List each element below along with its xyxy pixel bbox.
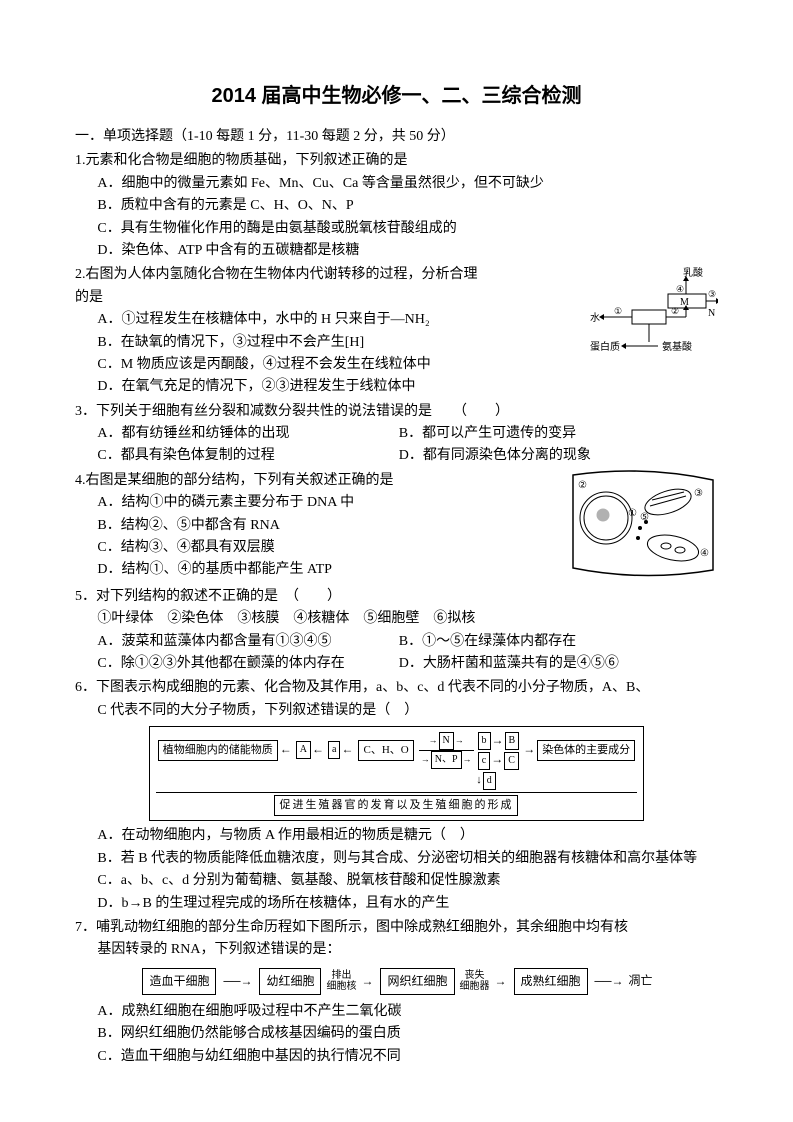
node-apoptosis: 凋亡 xyxy=(629,973,653,987)
q5-opt-b: B．①～⑤在绿藻体内都存在 xyxy=(399,631,697,653)
question-7: 7．哺乳动物红细胞的部分生命历程如下图所示，图中除成熟红细胞外，其余细胞中均有核… xyxy=(75,917,718,1068)
q6-stem-2: C 代表不同的大分子物质，下列叙述错误的是（ ） xyxy=(75,700,718,722)
q1-stem: 1.元素和化合物是细胞的物质基础，下列叙述正确的是 xyxy=(75,150,718,172)
q3-stem: 3．下列关于细胞有丝分裂和减数分裂共性的说法错误的是 （ ） xyxy=(75,401,718,423)
question-5: 5．对下列结构的叙述不正确的是 （ ） ①叶绿体 ②染色体 ③核膜 ④核糖体 ⑤… xyxy=(75,586,718,676)
svg-text:④: ④ xyxy=(700,548,709,559)
q1-opt-b: B．质粒中含有的元素是 C、H、O、N、P xyxy=(75,195,718,217)
q1-opt-c: C．具有生物催化作用的酶是由氨基酸或脱氧核苷酸组成的 xyxy=(75,218,718,240)
node-B: B xyxy=(505,732,520,750)
svg-text:蛋白质: 蛋白质 xyxy=(590,340,620,353)
q5-items: ①叶绿体 ②染色体 ③核膜 ④核糖体 ⑤细胞壁 ⑥拟核 xyxy=(75,608,718,630)
q7-stem-1: 7．哺乳动物红细胞的部分生命历程如下图所示，图中除成熟红细胞外，其余细胞中均有核 xyxy=(75,917,718,939)
section-heading: 一．单项选择题（1-10 每题 1 分，11-30 每题 2 分，共 50 分） xyxy=(75,126,718,148)
q2-opt-d: D．在氧气充足的情况下，②③进程发生于线粒体中 xyxy=(75,376,718,398)
question-4: ②① ③⑤ ④ 4.右图是某细胞的部分结构，下列有关叙述正确的是 A．结构①中的… xyxy=(75,470,718,584)
svg-text:氨基酸: 氨基酸 xyxy=(662,340,692,353)
node-d: d xyxy=(483,772,496,790)
svg-text:⑤: ⑤ xyxy=(640,512,649,523)
node-C: C xyxy=(504,752,519,770)
q7-stem-2: 基因转录的 RNA，下列叙述错误的是： xyxy=(75,939,718,961)
node-c: c xyxy=(478,752,490,770)
q1-opt-d: D．染色体、ATP 中含有的五碳糖都是核糖 xyxy=(75,240,718,262)
q7-flow-diagram: 造血干细胞 ──→ 幼红细胞 排出细胞核 → 网织红细胞 丧失细胞器 → 成熟红… xyxy=(75,968,718,995)
node-chromosome: 染色体的主要成分 xyxy=(537,740,635,762)
q3-opt-b: B．都可以产生可遗传的变异 xyxy=(399,423,697,445)
q1-opt-a: A．细胞中的微量元素如 Fe、Mn、Cu、Ca 等含量虽然很少，但不可缺少 xyxy=(75,173,718,195)
q6-stem-1: 6．下图表示构成细胞的元素、化合物及其作用，a、b、c、d 代表不同的小分子物质… xyxy=(75,677,718,699)
node-b: b xyxy=(478,732,491,750)
svg-text:②: ② xyxy=(671,306,679,316)
q6-opt-d: D．b→B 的生理过程完成的场所在核糖体，且有水的产生 xyxy=(75,893,718,915)
question-2: 乳酸 ④ M ③ N 水 ① ② 蛋白质 氨基酸 2.右图为人体内氢随化合物在生… xyxy=(75,264,718,398)
q5-opt-c: C．除①②③外其他都在颤藻的体内存在 xyxy=(97,653,395,675)
q6-opt-a: A．在动物细胞内，与物质 A 作用最相近的物质是糖元（ ） xyxy=(75,825,718,847)
q3-opt-c: C．都具有染色体复制的过程 xyxy=(97,445,395,467)
node-N: N xyxy=(439,732,454,750)
svg-text:③: ③ xyxy=(694,488,703,499)
node-reticulocyte: 网织红细胞 xyxy=(380,968,454,995)
question-1: 1.元素和化合物是细胞的物质基础，下列叙述正确的是 A．细胞中的微量元素如 Fe… xyxy=(75,150,718,262)
node-CHO: C、H、O xyxy=(358,740,413,762)
svg-text:M: M xyxy=(680,297,689,308)
question-3: 3．下列关于细胞有丝分裂和减数分裂共性的说法错误的是 （ ） A．都有纺锤丝和纺… xyxy=(75,401,718,468)
label-lose-organelle: 丧失细胞器 xyxy=(460,970,490,992)
svg-text:N: N xyxy=(708,308,715,319)
q6-flow-diagram: 植物细胞内的储能物质← A← a← C、H、O →N→ →N、P→ b→B c→… xyxy=(75,726,718,821)
svg-text:④: ④ xyxy=(676,284,684,294)
q5-opt-d: D．大肠杆菌和蓝藻共有的是④⑤⑥ xyxy=(399,653,697,675)
q7-opt-a: A．成熟红细胞在细胞呼吸过程中不产生二氧化碳 xyxy=(75,1001,718,1023)
svg-text:①: ① xyxy=(614,306,622,316)
svg-text:②: ② xyxy=(578,480,587,491)
q7-opt-b: B．网织红细胞仍然能够合成核基因编码的蛋白质 xyxy=(75,1023,718,1045)
q6-opt-b: B．若 B 代表的物质能降低血糖浓度，则与其合成、分泌密切相关的细胞器有核糖体和… xyxy=(75,848,718,870)
q6-opt-c: C．a、b、c、d 分别为葡萄糖、氨基酸、脱氧核苷酸和促性腺激素 xyxy=(75,870,718,892)
node-NP: N、P xyxy=(431,751,462,769)
node-bottom: 促进生殖器官的发育以及生殖细胞的形成 xyxy=(274,795,518,817)
q5-stem: 5．对下列结构的叙述不正确的是 （ ） xyxy=(75,586,718,608)
svg-text:①: ① xyxy=(628,508,637,519)
node-A: A xyxy=(296,741,311,759)
label-expel-nucleus: 排出细胞核 xyxy=(326,970,356,992)
q2-figure: 乳酸 ④ M ③ N 水 ① ② 蛋白质 氨基酸 xyxy=(588,264,718,364)
node-plant-storage: 植物细胞内的储能物质 xyxy=(158,740,278,762)
node-stem-cell: 造血干细胞 xyxy=(142,968,216,995)
svg-text:水: 水 xyxy=(590,312,600,324)
q5-opt-a: A．菠菜和蓝藻体内都含量有①③④⑤ xyxy=(97,631,395,653)
q7-opt-c: C．造血干细胞与幼红细胞中基因的执行情况不同 xyxy=(75,1046,718,1068)
node-young-rbc: 幼红细胞 xyxy=(259,968,321,995)
q3-opt-a: A．都有纺锤丝和纺锤体的出现 xyxy=(97,423,395,445)
node-a: a xyxy=(328,741,340,759)
question-6: 6．下图表示构成细胞的元素、化合物及其作用，a、b、c、d 代表不同的小分子物质… xyxy=(75,677,718,915)
node-mature-rbc: 成熟红细胞 xyxy=(514,968,588,995)
q4-figure: ② ① ③ ⑤ ④ xyxy=(568,470,718,580)
svg-text:③: ③ xyxy=(708,289,716,299)
q3-opt-d: D．都有同源染色体分离的现象 xyxy=(399,445,697,467)
page-title: 2014 届高中生物必修一、二、三综合检测 xyxy=(75,80,718,112)
